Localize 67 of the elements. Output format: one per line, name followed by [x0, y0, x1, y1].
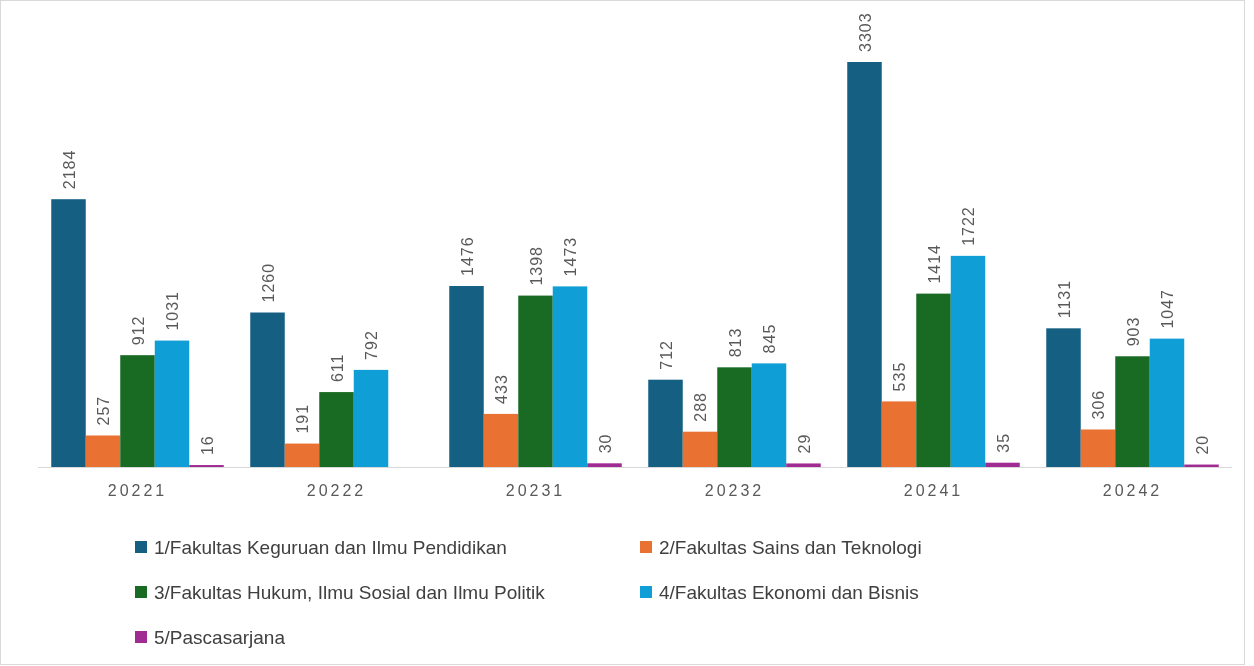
data-label: 35 [994, 432, 1012, 453]
bar [916, 293, 951, 467]
data-label: 845 [761, 323, 778, 354]
bar [518, 295, 553, 467]
legend-label: 3/Fakultas Hukum, Ilmu Sosial dan Ilmu Politik [154, 581, 546, 603]
x-tick-label: 20242 [1102, 481, 1163, 499]
data-label: 3303 [856, 12, 874, 52]
data-label: 16 [198, 435, 216, 456]
bar [1149, 338, 1185, 467]
data-label: 433 [493, 374, 510, 404]
x-tick-label: 20222 [306, 481, 367, 499]
bar [786, 463, 821, 467]
data-label: 191 [294, 403, 311, 434]
data-label: 1414 [925, 244, 943, 284]
bar [717, 367, 752, 467]
legend-label: 2/Fakultas Sains dan Teknologi [659, 536, 922, 558]
bar [353, 369, 389, 467]
data-label: 1476 [458, 236, 476, 277]
bar [284, 443, 320, 467]
x-tick-label: 20232 [704, 481, 765, 499]
legend-label: 5/Pascasarjana [154, 626, 286, 648]
bar [250, 312, 285, 467]
data-label: 1473 [562, 236, 579, 277]
data-label: 29 [795, 433, 813, 454]
bar [751, 363, 787, 467]
legend-label: 1/Fakultas Keguruan dan Ilmu Pendidikan [154, 536, 507, 558]
bar [1080, 429, 1116, 467]
bar [85, 435, 121, 467]
data-label: 1722 [960, 206, 977, 246]
data-label: 306 [1090, 389, 1107, 420]
bar [552, 286, 588, 467]
data-label: 257 [95, 395, 112, 426]
bar [154, 340, 190, 467]
legend-label: 4/Fakultas Ekonomi dan Bisnis [659, 581, 919, 603]
data-label: 288 [692, 391, 709, 422]
data-label: 912 [129, 315, 147, 346]
data-label: 1260 [259, 262, 277, 303]
bar [120, 355, 155, 467]
data-label: 1131 [1055, 279, 1073, 319]
bar [449, 286, 484, 467]
data-label: 813 [726, 327, 744, 358]
bar [950, 255, 986, 467]
bar [985, 462, 1020, 467]
bar [51, 199, 86, 467]
data-label: 1398 [527, 245, 545, 286]
bar [648, 379, 683, 467]
data-label: 712 [657, 339, 675, 370]
x-tick-label: 20241 [903, 481, 964, 499]
bar [1046, 328, 1081, 467]
data-label: 1047 [1159, 289, 1176, 329]
bar [682, 431, 718, 467]
data-label: 611 [328, 353, 346, 383]
data-label: 903 [1124, 316, 1142, 347]
data-label: 792 [363, 330, 380, 360]
x-tick-label: 20221 [107, 481, 168, 499]
data-label: 20 [1193, 434, 1211, 455]
data-label: 30 [596, 433, 614, 454]
data-label: 1031 [164, 290, 181, 331]
bar [1115, 356, 1150, 467]
bar [881, 401, 917, 467]
bar [319, 392, 354, 467]
data-label: 535 [891, 361, 908, 392]
bar [587, 463, 622, 467]
data-label: 2184 [60, 149, 78, 190]
bar [847, 62, 882, 467]
bar [483, 413, 519, 467]
x-tick-label: 20231 [505, 481, 566, 499]
